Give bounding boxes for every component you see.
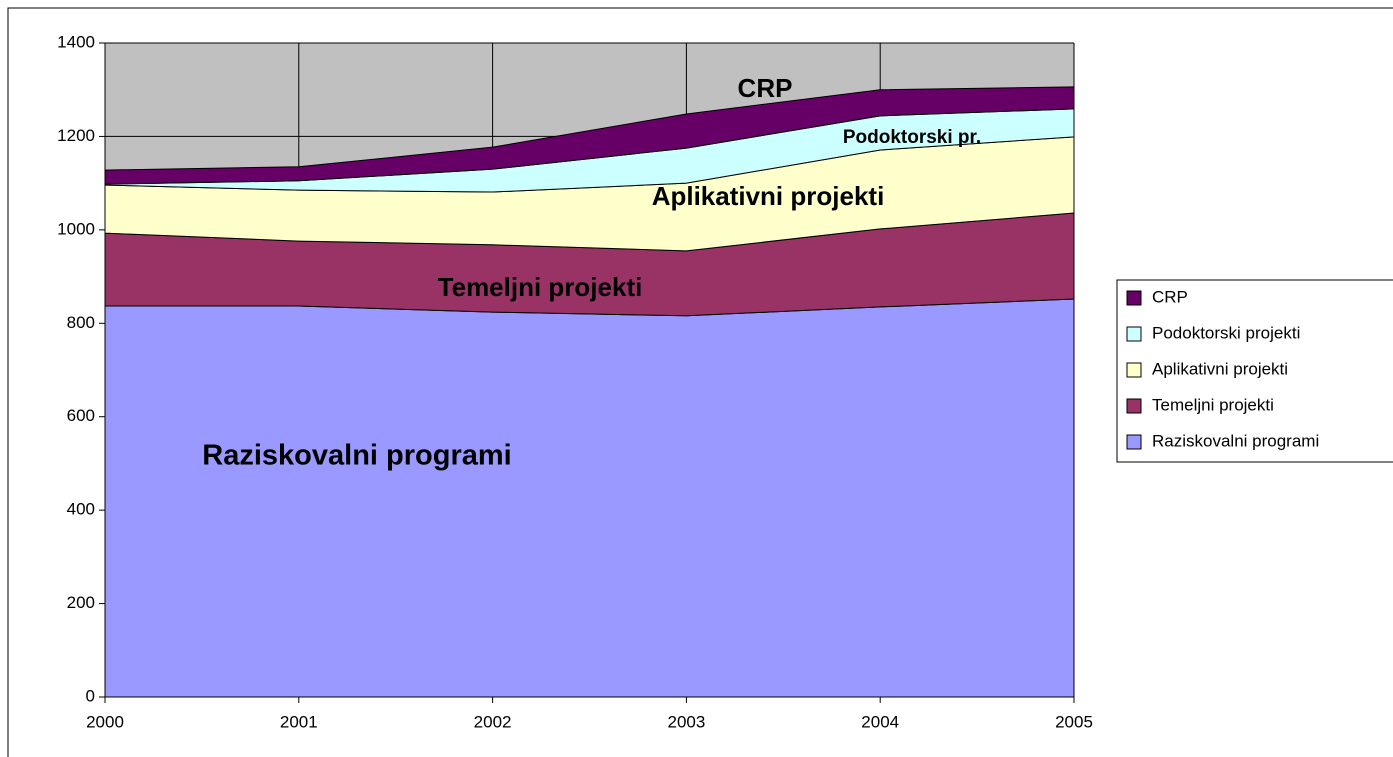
legend-swatch bbox=[1126, 326, 1142, 342]
legend-label: Aplikativni projekti bbox=[1152, 359, 1288, 378]
y-tick-label: 1400 bbox=[57, 32, 95, 51]
y-tick-label: 400 bbox=[67, 500, 95, 519]
area bbox=[104, 86, 1075, 185]
y-tick-label: 0 bbox=[86, 686, 95, 705]
annotation: Aplikativni projekti bbox=[652, 181, 885, 211]
annotation: Raziskovalni programi bbox=[202, 440, 511, 472]
legend-swatch bbox=[1126, 362, 1142, 378]
y-tick-label: 1200 bbox=[57, 126, 95, 145]
annotation: Temeljni projekti bbox=[438, 272, 643, 302]
legend-label: Podoktorski projekti bbox=[1152, 323, 1300, 342]
y-tick-label: 200 bbox=[67, 593, 95, 612]
y-tick-label: 600 bbox=[67, 406, 95, 425]
legend-label: Raziskovalni programi bbox=[1152, 431, 1319, 450]
x-tick-label: 2001 bbox=[280, 712, 318, 731]
annotation: Podoktorski pr. bbox=[843, 127, 981, 148]
legend-swatch bbox=[1126, 290, 1142, 306]
area bbox=[104, 298, 1075, 698]
y-tick-label: 800 bbox=[67, 313, 95, 332]
x-tick-label: 2005 bbox=[1055, 712, 1093, 731]
legend-swatch bbox=[1126, 398, 1142, 414]
legend-swatch bbox=[1126, 434, 1142, 450]
x-tick-label: 2003 bbox=[667, 712, 705, 731]
legend-box bbox=[1116, 279, 1393, 463]
legend-label: Temeljni projekti bbox=[1152, 395, 1274, 414]
x-tick-label: 2004 bbox=[861, 712, 899, 731]
legend-label: CRP bbox=[1152, 287, 1188, 306]
annotation: CRP bbox=[738, 73, 793, 103]
x-tick-label: 2000 bbox=[86, 712, 124, 731]
x-tick-label: 2002 bbox=[474, 712, 512, 731]
y-tick-label: 1000 bbox=[57, 219, 95, 238]
